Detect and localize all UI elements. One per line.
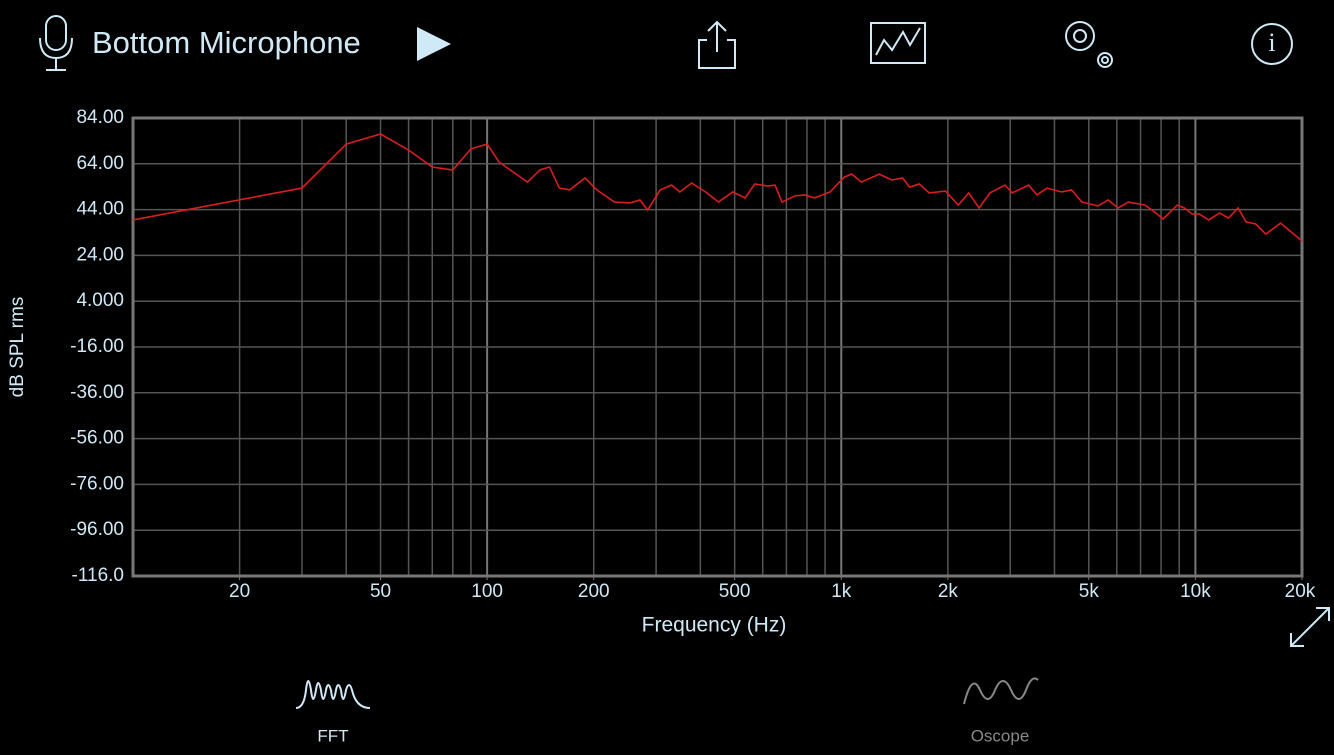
share-button[interactable] <box>698 20 736 69</box>
plot-frame <box>131 116 1304 578</box>
y-tick-label: -116.0 <box>72 565 124 586</box>
mic-icon[interactable] <box>39 15 73 71</box>
y-tick-label: -16.00 <box>70 336 124 357</box>
fft-tab[interactable]: FFT <box>295 680 371 745</box>
expand-button[interactable] <box>1290 607 1330 647</box>
y-tick-label: -56.00 <box>70 428 124 449</box>
x-axis-label: Frequency (Hz) <box>642 614 787 637</box>
y-tick-label: 24.00 <box>76 244 124 265</box>
y-tick-label: 84.00 <box>76 107 124 128</box>
source-title[interactable]: Bottom Microphone <box>92 25 361 60</box>
y-tick-label: -76.00 <box>70 473 124 494</box>
oscope-tab[interactable]: Oscope <box>963 677 1039 745</box>
x-tick-label: 20 <box>229 581 250 602</box>
x-tick-label: 20k <box>1285 581 1316 602</box>
x-tick-label: 500 <box>719 581 751 602</box>
x-tick-label: 50 <box>370 581 391 602</box>
x-tick-label: 2k <box>938 581 959 602</box>
y-tick-label: -36.00 <box>70 382 124 403</box>
x-tick-label: 1k <box>831 581 852 602</box>
x-tick-label: 100 <box>471 581 503 602</box>
tab-label: Oscope <box>971 726 1030 745</box>
y-tick-label: 64.00 <box>76 153 124 174</box>
x-tick-label: 10k <box>1180 581 1211 602</box>
info-button[interactable]: i <box>1251 23 1293 65</box>
settings-button[interactable] <box>1065 21 1113 68</box>
svg-text:i: i <box>1268 28 1275 57</box>
x-tick-label: 5k <box>1079 581 1100 602</box>
x-tick-label: 200 <box>578 581 610 602</box>
y-tick-label: 4.000 <box>76 290 124 311</box>
tab-label: FFT <box>317 726 348 745</box>
spectrum-line <box>132 133 1303 242</box>
y-tick-label: -96.00 <box>70 519 124 540</box>
chart-button[interactable] <box>870 22 926 64</box>
play-button[interactable] <box>417 27 451 61</box>
y-axis-label: dB SPL rms <box>7 297 28 398</box>
y-tick-label: 44.00 <box>76 199 124 220</box>
